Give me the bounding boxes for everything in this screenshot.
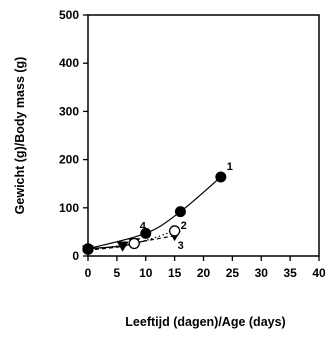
x-tick-label: 25 bbox=[226, 266, 240, 280]
y-tick-label: 100 bbox=[59, 201, 79, 215]
y-axis-title: Gewicht (g)/Body mass (g) bbox=[13, 57, 27, 215]
series-labels: 1 2 3 4 bbox=[140, 161, 233, 252]
series-1-point bbox=[215, 171, 227, 183]
series-4-label: 4 bbox=[140, 221, 147, 233]
x-axis-title: Leeftijd (dagen)/Age (days) bbox=[125, 315, 285, 329]
series-1-point bbox=[174, 206, 186, 218]
y-tick-label: 500 bbox=[59, 8, 79, 22]
y-tick-label: 200 bbox=[59, 153, 79, 167]
series-3-label: 3 bbox=[178, 240, 184, 252]
series-2-point bbox=[128, 237, 140, 250]
series-1-point bbox=[140, 227, 152, 239]
x-tick-label: 30 bbox=[255, 266, 269, 280]
plot-frame bbox=[87, 14, 320, 257]
series-lines bbox=[87, 176, 222, 251]
series-1-label: 1 bbox=[227, 161, 233, 173]
series-3-line bbox=[87, 235, 175, 251]
x-tick-label: 5 bbox=[114, 266, 121, 280]
x-tick-label: 15 bbox=[168, 266, 182, 280]
x-tick-label: 20 bbox=[197, 266, 211, 280]
series-2-point bbox=[168, 225, 181, 237]
series-markers bbox=[82, 171, 227, 256]
series-1-point bbox=[82, 243, 94, 255]
x-tick-label: 40 bbox=[312, 266, 326, 280]
series-3-point bbox=[116, 241, 129, 252]
x-tick-label: 0 bbox=[85, 266, 92, 280]
y-tick-label: 0 bbox=[72, 249, 79, 263]
series-1-line bbox=[87, 176, 222, 250]
series-2-label: 2 bbox=[181, 220, 187, 232]
y-tick-label: 300 bbox=[59, 104, 79, 118]
x-tick-label: 35 bbox=[283, 266, 297, 280]
x-tick-label: 10 bbox=[139, 266, 153, 280]
y-tick-label: 400 bbox=[59, 56, 79, 70]
